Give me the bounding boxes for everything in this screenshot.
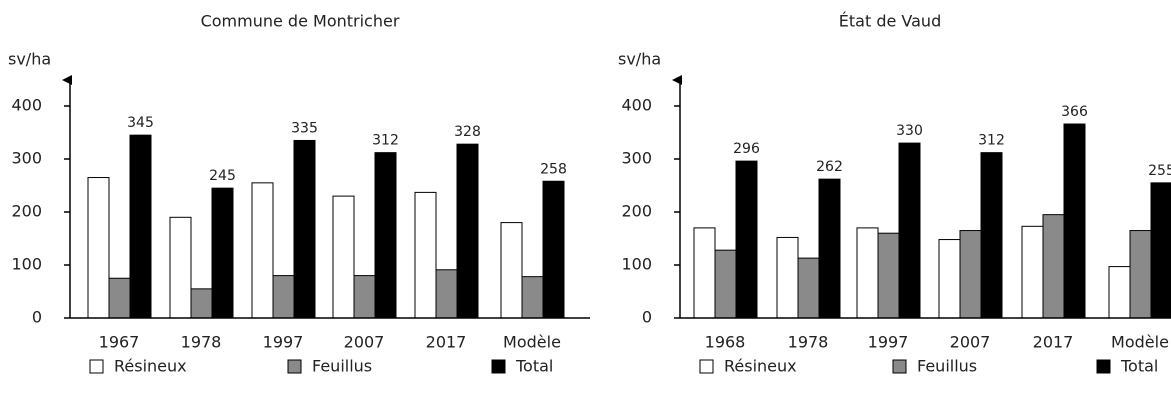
data-label: 366 [1061, 104, 1088, 120]
legend-label: Total [1120, 357, 1158, 376]
bar [1108, 266, 1131, 319]
bar [87, 177, 110, 319]
data-label: 296 [733, 141, 760, 157]
bar [293, 139, 316, 319]
bar [797, 257, 820, 319]
bar [1129, 230, 1152, 319]
x-tick-label: 2007 [344, 333, 385, 352]
bar [735, 160, 758, 319]
x-tick-label: 2007 [950, 333, 991, 352]
bar [959, 230, 982, 319]
x-tick-label: Modèle [1111, 333, 1169, 352]
bar [980, 152, 1003, 319]
y-tick-label: 400 [621, 96, 652, 115]
bar [129, 134, 152, 319]
bar [272, 275, 295, 319]
bar [856, 227, 879, 319]
bar [1042, 214, 1065, 319]
y-tick-label: 200 [621, 202, 652, 221]
legend-swatch [892, 359, 907, 374]
x-tick-label: 1978 [181, 333, 222, 352]
chart-title: État de Vaud [839, 12, 941, 31]
bar [521, 276, 544, 319]
bar [776, 236, 799, 319]
x-tick-label: 2017 [1033, 333, 1074, 352]
x-tick-label: 2017 [426, 333, 467, 352]
data-label: 262 [816, 159, 843, 175]
chart-title: Commune de Montricher [201, 12, 400, 31]
y-tick-label: 0 [642, 308, 652, 327]
legend-swatch [89, 359, 104, 374]
data-label: 328 [454, 124, 481, 140]
y-tick-label: 400 [11, 96, 42, 115]
x-tick-label: Modèle [503, 333, 561, 352]
x-tick-label: 1997 [263, 333, 304, 352]
y-tick-label: 0 [32, 308, 42, 327]
legend-label: Feuillus [312, 357, 372, 376]
bar [190, 288, 213, 319]
legend-label: Total [515, 357, 553, 376]
legend-swatch [699, 359, 714, 374]
bar [332, 195, 355, 319]
bar [1150, 182, 1171, 319]
y-tick-label: 100 [621, 255, 652, 274]
bar [938, 239, 961, 319]
legend-swatch [491, 359, 506, 374]
bar [500, 222, 523, 319]
data-label: 245 [209, 168, 236, 184]
x-tick-label: 1978 [788, 333, 829, 352]
bar [693, 227, 716, 319]
data-label: 335 [291, 120, 318, 136]
bar [435, 269, 458, 319]
bar [714, 249, 737, 319]
bar [374, 152, 397, 319]
data-label: 258 [540, 161, 567, 177]
legend-swatch [287, 359, 302, 374]
data-label: 345 [127, 115, 154, 131]
y-axis-label: sv/ha [8, 50, 51, 69]
x-tick-label: 1967 [99, 333, 140, 352]
y-tick-label: 100 [11, 255, 42, 274]
bar [818, 178, 841, 319]
bar [877, 232, 900, 319]
y-tick-label: 300 [11, 149, 42, 168]
bar [251, 182, 274, 319]
bar [456, 143, 479, 319]
bar [353, 275, 376, 319]
y-tick-label: 200 [11, 202, 42, 221]
bar [414, 191, 437, 319]
data-label: 312 [978, 133, 1005, 149]
bar [211, 187, 234, 319]
bar [1063, 123, 1086, 319]
bar [1021, 225, 1044, 319]
x-tick-label: 1997 [868, 333, 909, 352]
data-label: 312 [372, 133, 399, 149]
bar [108, 277, 131, 319]
legend-label: Résineux [114, 357, 187, 376]
bar [898, 142, 921, 319]
y-axis-label: sv/ha [618, 50, 661, 69]
x-tick-label: 1968 [705, 333, 746, 352]
data-label: 330 [896, 123, 923, 139]
legend-label: Résineux [724, 357, 797, 376]
bar [169, 216, 192, 319]
data-label: 255 [1148, 163, 1171, 179]
bar [542, 180, 565, 319]
legend-swatch [1096, 359, 1111, 374]
y-tick-label: 300 [621, 149, 652, 168]
legend-label: Feuillus [917, 357, 977, 376]
